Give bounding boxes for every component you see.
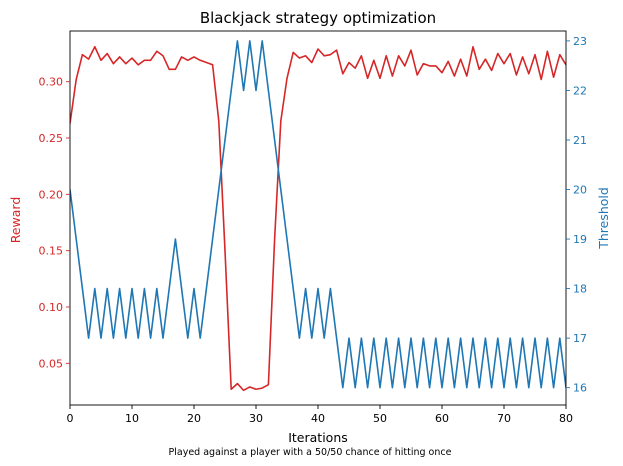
y-right-tick-label: 20 xyxy=(573,184,587,197)
y-left-tick-label: 0.10 xyxy=(39,301,64,314)
y-axis-right-label: Threshold xyxy=(596,187,611,250)
y-left-tick-label: 0.20 xyxy=(39,188,64,201)
x-tick-label: 10 xyxy=(125,412,139,425)
x-tick-label: 50 xyxy=(373,412,387,425)
chart-title: Blackjack strategy optimization xyxy=(200,9,436,27)
series-layer xyxy=(70,40,566,392)
y-left-tick-label: 0.30 xyxy=(39,76,64,89)
y-right-tick-label: 21 xyxy=(573,134,587,147)
y-right-tick-label: 23 xyxy=(573,35,587,48)
x-tick-label: 70 xyxy=(497,412,511,425)
plot-frame xyxy=(69,30,567,406)
y-left-tick-label: 0.15 xyxy=(39,245,64,258)
x-tick-label: 0 xyxy=(67,412,74,425)
x-tick-label: 40 xyxy=(311,412,325,425)
y-left-tick-label: 0.05 xyxy=(39,357,64,370)
chart-subtitle: Played against a player with a 50/50 cha… xyxy=(169,447,452,458)
x-tick-label: 20 xyxy=(187,412,201,425)
x-axis-label: Iterations xyxy=(288,430,348,445)
y-right-tick-label: 17 xyxy=(573,332,587,345)
y-right-tick-label: 19 xyxy=(573,233,587,246)
x-tick-label: 80 xyxy=(559,412,573,425)
y-right-tick-label: 22 xyxy=(573,84,587,97)
y-axis-left-label: Reward xyxy=(8,197,23,244)
x-tick-label: 30 xyxy=(249,412,263,425)
reward-series-line xyxy=(70,45,566,392)
y-right-tick-label: 18 xyxy=(573,283,587,296)
y-left-tick-label: 0.25 xyxy=(39,132,64,145)
x-tick-label: 60 xyxy=(435,412,449,425)
y-right-tick-label: 16 xyxy=(573,382,587,395)
axes-layer: 0 10 20 30 40 50 60 70 80 0.05 0.10 0.15 0.20 0.25 0.3… xyxy=(39,30,587,425)
threshold-series-line xyxy=(70,40,566,389)
